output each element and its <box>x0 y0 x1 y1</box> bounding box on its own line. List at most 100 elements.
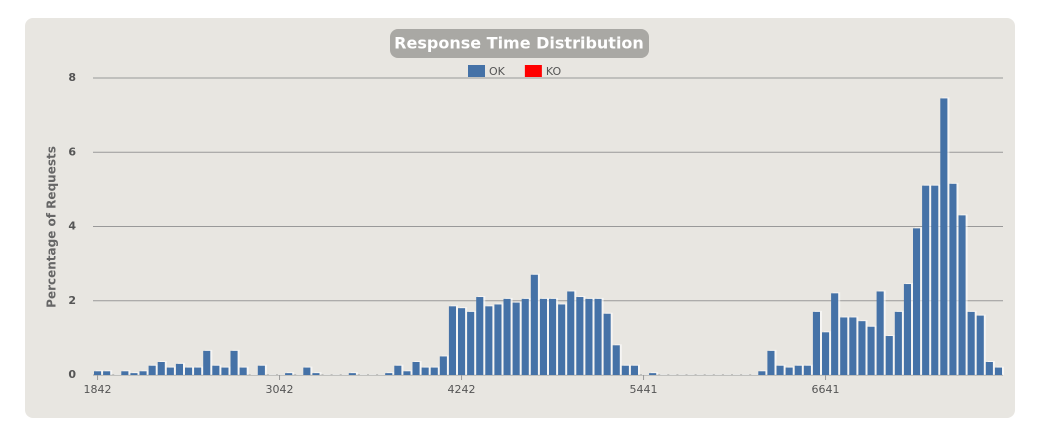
bar <box>785 367 793 375</box>
bar-shadow <box>323 374 331 375</box>
bar <box>576 297 584 375</box>
bar <box>831 293 839 375</box>
legend-swatch <box>524 65 542 77</box>
bar <box>467 311 475 375</box>
bar-shadow <box>378 374 386 375</box>
bar <box>803 365 811 375</box>
bar <box>230 350 238 375</box>
bar <box>312 373 320 375</box>
bar <box>530 274 538 375</box>
bar-shadow <box>268 374 276 375</box>
bar <box>776 365 784 375</box>
bar <box>858 321 866 375</box>
bar-shadow <box>669 374 677 375</box>
x-tick-label: 5441 <box>630 383 658 396</box>
bar-shadow <box>341 374 349 375</box>
legend-swatch <box>468 65 485 77</box>
y-tick-label: 2 <box>68 294 76 307</box>
bar <box>940 98 948 375</box>
bar <box>949 183 957 375</box>
bar <box>867 326 875 375</box>
bar <box>512 302 520 375</box>
bar <box>558 304 566 375</box>
bar-shadow <box>660 374 668 375</box>
bar <box>285 373 293 375</box>
bar <box>394 365 402 375</box>
bar <box>448 306 456 375</box>
bar <box>303 367 311 375</box>
panel <box>25 18 1015 418</box>
bar-shadow <box>296 374 304 375</box>
bar-shadow <box>114 374 122 375</box>
bar <box>549 298 557 375</box>
bar-shadow <box>369 374 377 375</box>
bar <box>148 365 156 375</box>
bar <box>958 215 966 375</box>
bar <box>849 317 857 375</box>
bar <box>130 373 138 375</box>
bar-shadow <box>332 374 340 375</box>
bar <box>812 311 820 375</box>
x-tick-label: 3042 <box>266 383 294 396</box>
bar-shadow <box>278 374 286 375</box>
y-tick-label: 8 <box>68 71 76 84</box>
bar <box>994 367 1002 375</box>
bar <box>476 297 484 375</box>
y-tick-label: 0 <box>68 368 76 381</box>
bar-shadow <box>714 374 722 375</box>
bar <box>630 365 638 375</box>
bar <box>385 373 393 375</box>
x-tick-label: 4242 <box>448 383 476 396</box>
bar <box>922 185 930 375</box>
bar <box>967 311 975 375</box>
bar <box>876 291 884 375</box>
bar <box>767 350 775 375</box>
bar <box>421 367 429 375</box>
bar-shadow <box>751 374 759 375</box>
x-tick-label: 6641 <box>812 383 840 396</box>
bar <box>913 228 921 375</box>
bar <box>885 336 893 375</box>
bar <box>822 332 830 375</box>
bar <box>212 365 220 375</box>
bar <box>585 298 593 375</box>
bar <box>621 365 629 375</box>
bar <box>485 306 493 375</box>
bar-shadow <box>250 374 258 375</box>
bar <box>221 367 229 375</box>
bar <box>794 365 802 375</box>
bar <box>157 362 165 375</box>
y-tick-label: 4 <box>68 220 76 233</box>
y-tick-label: 6 <box>68 145 76 158</box>
bar-shadow <box>723 374 731 375</box>
bar <box>567 291 575 375</box>
bar <box>121 371 129 375</box>
legend-label: OK <box>489 65 506 78</box>
bar-shadow <box>696 374 704 375</box>
bar-shadow <box>687 374 695 375</box>
bar <box>894 311 902 375</box>
bar <box>503 298 511 375</box>
bar <box>185 367 193 375</box>
chart-title: Response Time Distribution <box>394 34 644 53</box>
bar <box>139 371 147 375</box>
bar <box>257 365 265 375</box>
bar <box>194 367 202 375</box>
bar <box>103 371 111 375</box>
bar-shadow <box>678 374 686 375</box>
bar <box>985 362 993 375</box>
legend-label: KO <box>546 65 562 78</box>
bar <box>94 371 102 375</box>
title-pill <box>390 29 649 58</box>
bar <box>203 350 211 375</box>
bar <box>758 371 766 375</box>
bar <box>649 373 657 375</box>
bar <box>976 315 984 375</box>
bar-shadow <box>705 374 713 375</box>
bar <box>439 356 447 375</box>
bar <box>348 373 356 375</box>
bar <box>494 304 502 375</box>
bar-shadow <box>359 374 367 375</box>
